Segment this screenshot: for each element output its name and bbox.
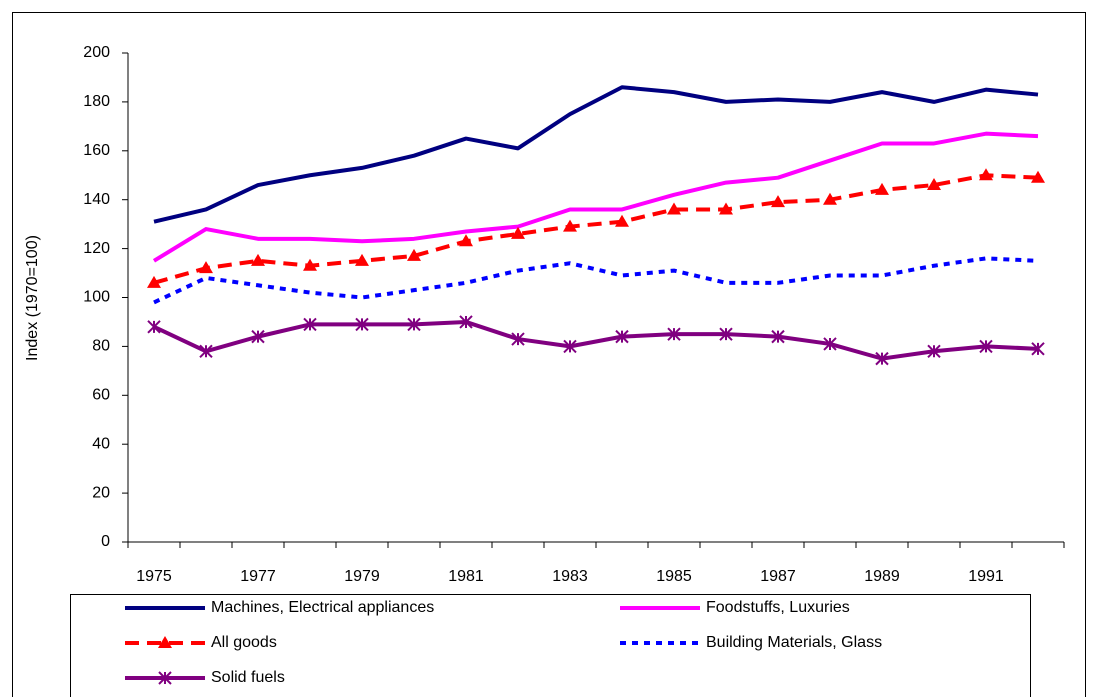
data-point	[303, 317, 317, 332]
legend-box	[70, 594, 1031, 697]
data-point	[199, 344, 213, 358]
legend-label: Foodstuffs, Luxuries	[706, 599, 850, 616]
data-point	[719, 202, 733, 215]
y-tick-label: 60	[92, 387, 110, 404]
data-point	[875, 182, 889, 195]
y-tick-label: 120	[83, 240, 110, 257]
legend-label: Solid fuels	[211, 669, 285, 686]
y-tick-label: 100	[83, 289, 110, 306]
data-point	[303, 258, 317, 271]
legend-label: Machines, Electrical appliances	[211, 599, 434, 616]
legend-marker	[158, 636, 172, 648]
y-tick-label: 200	[83, 44, 110, 61]
data-point	[199, 261, 213, 274]
data-point	[1031, 170, 1045, 183]
data-point	[251, 253, 265, 266]
data-point	[719, 327, 733, 341]
x-tick-label: 1981	[448, 568, 484, 585]
y-axis-label: Index (1970=100)	[24, 235, 41, 361]
data-point	[147, 275, 161, 288]
data-point	[407, 248, 421, 261]
data-point	[927, 344, 941, 358]
x-tick-label: 1975	[136, 568, 172, 585]
legend-label: All goods	[211, 634, 277, 651]
data-point	[823, 337, 837, 351]
data-point	[927, 178, 941, 191]
x-tick-label: 1989	[864, 568, 900, 585]
data-point	[667, 202, 681, 215]
data-point	[511, 332, 525, 346]
data-point	[355, 317, 369, 332]
x-tick-label: 1977	[240, 568, 276, 585]
y-tick-label: 140	[83, 191, 110, 208]
series-line	[153, 319, 1039, 361]
series-line	[152, 131, 1039, 263]
data-point	[875, 351, 889, 366]
x-tick-label: 1991	[968, 568, 1004, 585]
legend-label: Building Materials, Glass	[706, 634, 882, 651]
data-point	[771, 195, 785, 208]
x-tick-label: 1979	[344, 568, 380, 585]
series-line	[153, 173, 1039, 285]
y-tick-label: 40	[92, 435, 110, 452]
series-line	[153, 85, 1039, 224]
x-tick-label: 1983	[552, 568, 588, 585]
data-point	[823, 192, 837, 205]
data-point	[615, 214, 629, 227]
data-point	[407, 317, 421, 332]
data-point	[147, 320, 161, 334]
data-point	[667, 327, 681, 341]
data-point	[563, 219, 577, 232]
y-tick-label: 80	[92, 338, 110, 355]
data-point	[511, 226, 525, 239]
y-tick-label: 160	[83, 142, 110, 159]
y-tick-label: 180	[83, 93, 110, 110]
data-point	[1031, 342, 1045, 356]
data-point	[251, 329, 265, 344]
data-point	[563, 339, 577, 354]
data-point	[355, 253, 369, 266]
data-point	[979, 339, 993, 354]
data-point	[771, 329, 785, 344]
legend-marker	[158, 671, 172, 685]
y-tick-label: 20	[92, 484, 110, 501]
data-point	[459, 234, 473, 247]
data-point	[979, 168, 993, 181]
x-tick-label: 1985	[656, 568, 692, 585]
data-point	[615, 329, 629, 344]
chart-border	[12, 12, 1086, 697]
x-tick-label: 1987	[760, 568, 796, 585]
data-point	[459, 315, 473, 329]
y-tick-label: 0	[101, 533, 110, 550]
